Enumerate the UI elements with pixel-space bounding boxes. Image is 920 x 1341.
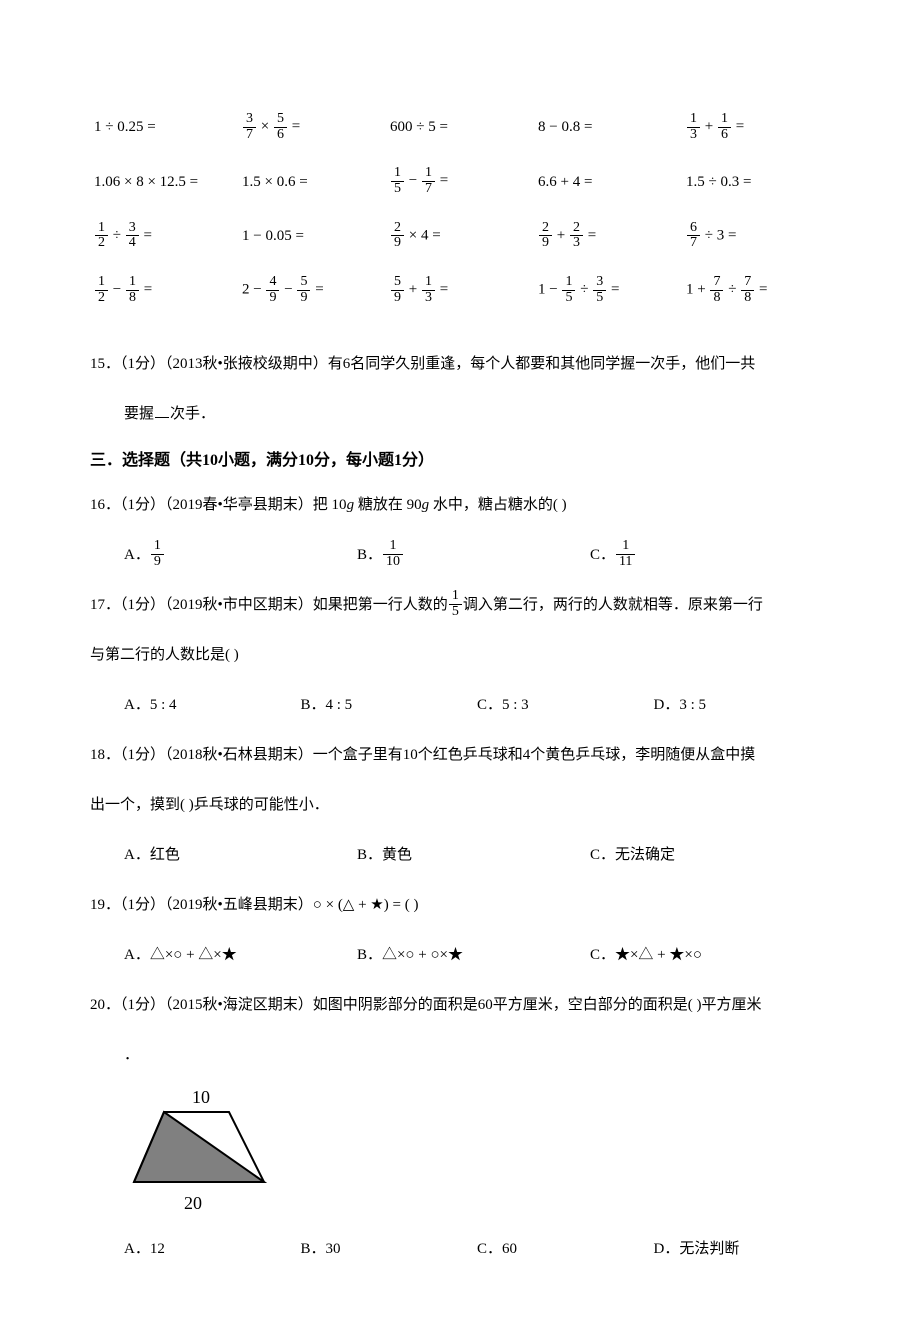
q18-option-c[interactable]: C．无法确定: [590, 837, 823, 873]
calc-cell: 6.6 + 4 =: [534, 154, 682, 208]
q-number: 17．: [90, 597, 120, 613]
calc-cell: 1 − 15 ÷ 35 =: [534, 263, 682, 317]
q-points: （1分）: [120, 747, 165, 763]
calc-cell: 1 ÷ 0.25 =: [90, 100, 238, 154]
calc-cell: 67 ÷ 3 =: [682, 209, 830, 263]
q-number: 16．: [90, 497, 120, 513]
q-text: 有6名同学久别重逢，每个人都要和其他同学握一次手，他们一共: [328, 356, 756, 372]
q-points: （1分）: [120, 897, 165, 913]
q19-options: A．△×○ + △×★ B．△×○ + ○×★ C．★×△ + ★×○: [124, 937, 830, 973]
calculation-table: 1 ÷ 0.25 =37 × 56 =600 ÷ 5 =8 − 0.8 =13 …: [90, 100, 830, 318]
q16-option-b[interactable]: B．110: [357, 537, 590, 573]
question-15: 15．（1分）（2013秋•张掖校级期中）有6名同学久别重逢，每个人都要和其他同…: [90, 346, 830, 382]
question-17: 17．（1分）（2019秋•市中区期末）如果把第一行人数的15调入第二行，两行的…: [90, 587, 830, 623]
question-15-line2: 要握次手．: [124, 396, 830, 432]
question-18-line2: 出一个，摸到( )乒乓球的可能性小．: [90, 787, 830, 823]
calc-cell: 29 × 4 =: [386, 209, 534, 263]
calc-cell: 1 − 0.05 =: [238, 209, 386, 263]
q18-option-b[interactable]: B．黄色: [357, 837, 590, 873]
section-3-heading: 三．选择题（共10小题，满分10分，每小题1分）: [90, 448, 830, 474]
question-19: 19．（1分）（2019秋•五峰县期末）○ × (△ + ★) = ( ): [90, 887, 830, 923]
question-20-dot: ．: [124, 1037, 830, 1073]
q-number: 19．: [90, 897, 120, 913]
q-source: （2019秋•市中区期末）: [165, 597, 313, 613]
calc-cell: 1.5 ÷ 0.3 =: [682, 154, 830, 208]
fill-blank: [155, 404, 169, 418]
question-16: 16．（1分）（2019春•华亭县期末）把 10g 糖放在 90g 水中，糖占糖…: [90, 487, 830, 523]
q18-option-a[interactable]: A．红色: [124, 837, 357, 873]
fig-bottom-label: 20: [184, 1193, 202, 1213]
fig-top-label: 10: [192, 1087, 210, 1107]
q17-option-a[interactable]: A．5 : 4: [124, 687, 301, 723]
q16-options: A．19 B．110 C．111: [124, 537, 830, 573]
calc-cell: 2 − 49 − 59 =: [238, 263, 386, 317]
calc-cell: 12 − 18 =: [90, 263, 238, 317]
calc-cell: 1 + 78 ÷ 78 =: [682, 263, 830, 317]
question-17-line2: 与第二行的人数比是( ): [90, 637, 830, 673]
q20-options: A．12 B．30 C．60 D．无法判断: [124, 1231, 830, 1267]
q-points: （1分）: [120, 356, 165, 372]
q16-option-a[interactable]: A．19: [124, 537, 357, 573]
calc-cell: 15 − 17 =: [386, 154, 534, 208]
q20-option-b[interactable]: B．30: [301, 1231, 478, 1267]
calc-cell: 1.06 × 8 × 12.5 =: [90, 154, 238, 208]
q-number: 18．: [90, 747, 120, 763]
q-number: 15．: [90, 356, 120, 372]
q-points: （1分）: [120, 597, 165, 613]
calc-cell: 1.5 × 0.6 =: [238, 154, 386, 208]
calc-cell: 12 ÷ 34 =: [90, 209, 238, 263]
q17-option-b[interactable]: B．4 : 5: [301, 687, 478, 723]
q18-options: A．红色 B．黄色 C．无法确定: [124, 837, 830, 873]
q19-option-a[interactable]: A．△×○ + △×★: [124, 937, 357, 973]
q-number: 20．: [90, 997, 120, 1013]
q-source: （2019春•华亭县期末）: [165, 497, 313, 513]
q17-option-d[interactable]: D．3 : 5: [654, 687, 831, 723]
q-points: （1分）: [120, 997, 165, 1013]
q-points: （1分）: [120, 497, 165, 513]
q-source: （2013秋•张掖校级期中）: [165, 356, 328, 372]
q17-options: A．5 : 4 B．4 : 5 C．5 : 3 D．3 : 5: [124, 687, 830, 723]
q-source: （2018秋•石林县期末）: [165, 747, 313, 763]
q20-option-c[interactable]: C．60: [477, 1231, 654, 1267]
q19-option-b[interactable]: B．△×○ + ○×★: [357, 937, 590, 973]
q-source: （2019秋•五峰县期末）: [165, 897, 313, 913]
q20-option-a[interactable]: A．12: [124, 1231, 301, 1267]
calc-cell: 8 − 0.8 =: [534, 100, 682, 154]
shaded-triangle: [134, 1112, 264, 1182]
calc-cell: 13 + 16 =: [682, 100, 830, 154]
q20-option-d[interactable]: D．无法判断: [654, 1231, 831, 1267]
calc-cell: 59 + 13 =: [386, 263, 534, 317]
q20-figure: 10 20: [124, 1087, 830, 1225]
question-20: 20．（1分）（2015秋•海淀区期末）如图中阴影部分的面积是60平方厘米，空白…: [90, 987, 830, 1023]
question-18: 18．（1分）（2018秋•石林县期末）一个盒子里有10个红色乒乓球和4个黄色乒…: [90, 737, 830, 773]
q16-option-c[interactable]: C．111: [590, 537, 823, 573]
q17-option-c[interactable]: C．5 : 3: [477, 687, 654, 723]
calc-cell: 37 × 56 =: [238, 100, 386, 154]
q-source: （2015秋•海淀区期末）: [165, 997, 313, 1013]
q19-option-c[interactable]: C．★×△ + ★×○: [590, 937, 823, 973]
calc-cell: 600 ÷ 5 =: [386, 100, 534, 154]
calc-cell: 29 + 23 =: [534, 209, 682, 263]
